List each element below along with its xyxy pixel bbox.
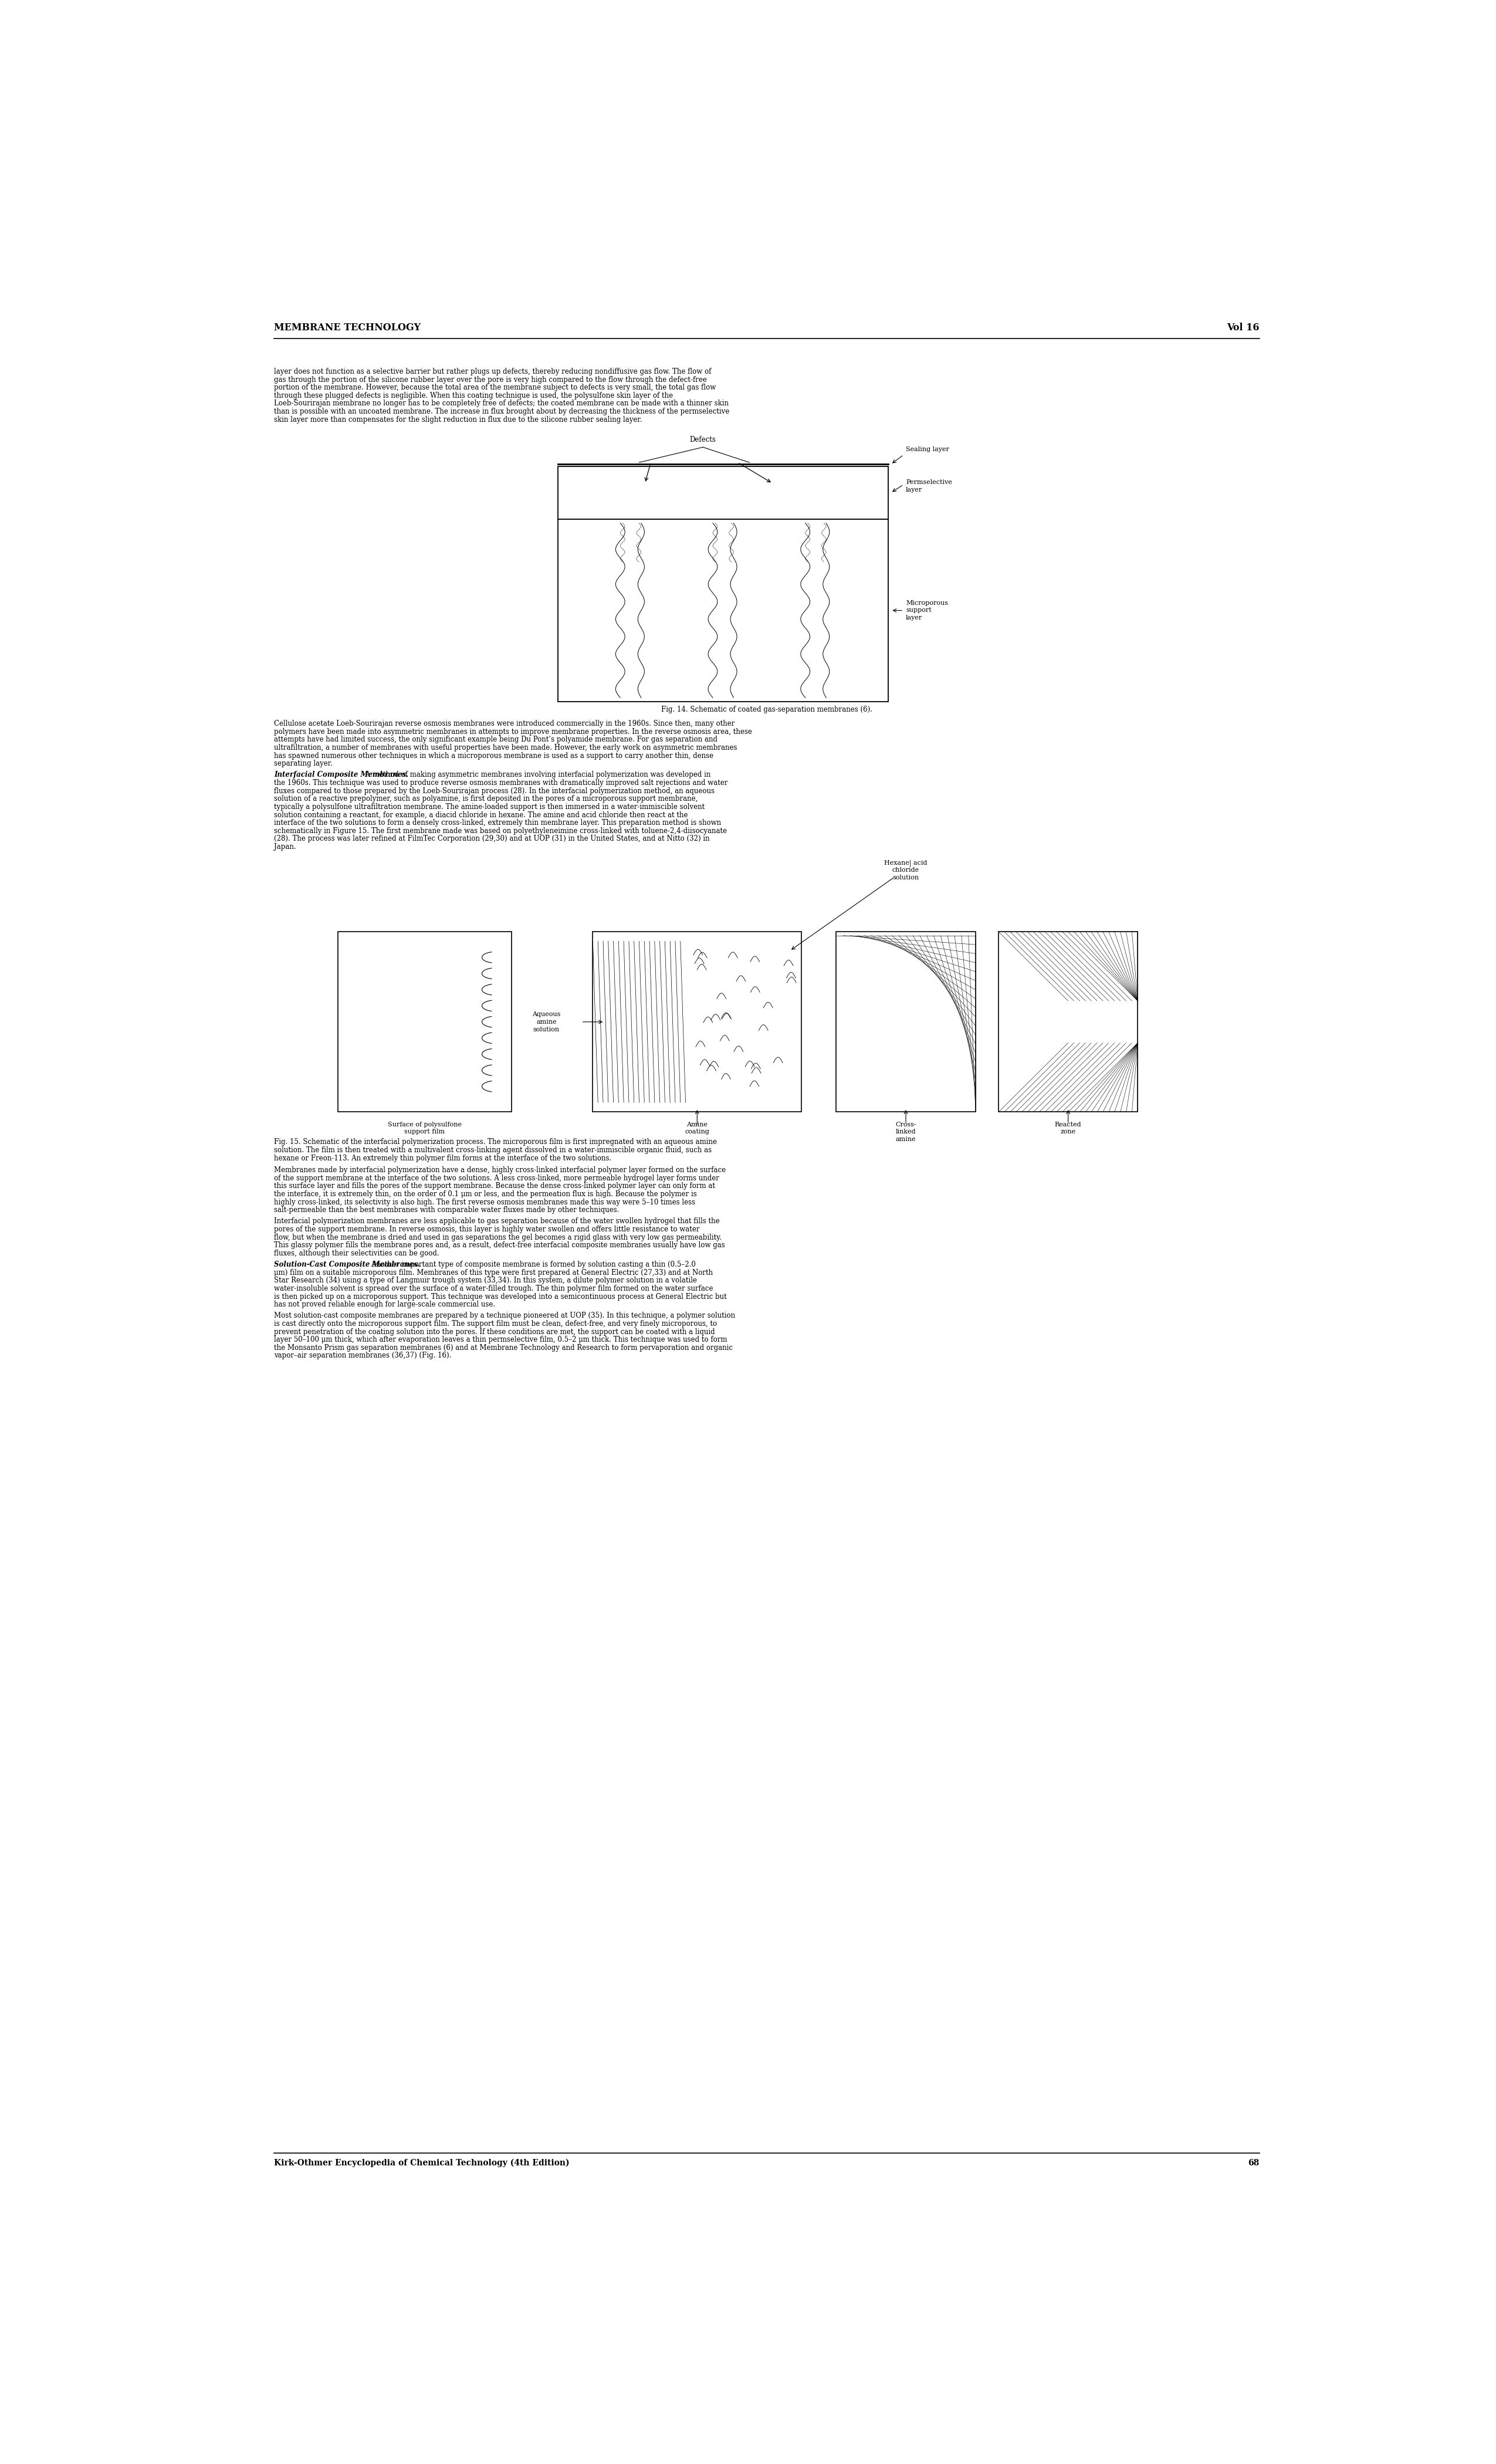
Text: support film: support film bbox=[404, 1129, 444, 1136]
Text: Reacted: Reacted bbox=[1055, 1121, 1082, 1129]
Text: layer 50–100 μm thick, which after evaporation leaves a thin permselective film,: layer 50–100 μm thick, which after evapo… bbox=[274, 1335, 727, 1343]
Text: Vol 16: Vol 16 bbox=[1227, 323, 1260, 333]
Text: interface of the two solutions to form a densely cross-linked, extremely thin me: interface of the two solutions to form a… bbox=[274, 818, 721, 828]
Text: schematically in Figure 15. The first membrane made was based on polyethyleneimi: schematically in Figure 15. The first me… bbox=[274, 828, 727, 835]
Text: This glassy polymer fills the membrane pores and, as a result, defect-free inter: This glassy polymer fills the membrane p… bbox=[274, 1242, 726, 1249]
Text: polymers have been made into asymmetric membranes in attempts to improve membran: polymers have been made into asymmetric … bbox=[274, 727, 752, 737]
Text: Most solution-cast composite membranes are prepared by a technique pioneered at : Most solution-cast composite membranes a… bbox=[274, 1311, 735, 1321]
Text: Membranes made by interfacial polymerization have a dense, highly cross-linked i: Membranes made by interfacial polymeriza… bbox=[274, 1165, 726, 1173]
Text: amine: amine bbox=[536, 1020, 557, 1025]
Text: solution. The film is then treated with a multivalent cross-linking agent dissol: solution. The film is then treated with … bbox=[274, 1146, 712, 1153]
Text: of the support membrane at the interface of the two solutions. A less cross-link: of the support membrane at the interface… bbox=[274, 1175, 720, 1183]
Text: solution of a reactive prepolymer, such as polyamine, is first deposited in the : solution of a reactive prepolymer, such … bbox=[274, 796, 697, 803]
Text: chloride: chloride bbox=[892, 867, 920, 872]
Text: prevent penetration of the coating solution into the pores. If these conditions : prevent penetration of the coating solut… bbox=[274, 1328, 715, 1335]
Text: fluxes, although their selectivities can be good.: fluxes, although their selectivities can… bbox=[274, 1249, 440, 1257]
Text: μm) film on a suitable microporous film. Membranes of this type were first prepa: μm) film on a suitable microporous film.… bbox=[274, 1269, 714, 1276]
Text: Amine: Amine bbox=[687, 1121, 708, 1129]
Text: Cross-: Cross- bbox=[895, 1121, 917, 1129]
Text: attempts have had limited success, the only significant example being Du Pont’s : attempts have had limited success, the o… bbox=[274, 737, 718, 744]
Text: Loeb-Sourirajan membrane no longer has to be completely free of defects; the coa: Loeb-Sourirajan membrane no longer has t… bbox=[274, 399, 729, 407]
Text: salt-permeable than the best membranes with comparable water fluxes made by othe: salt-permeable than the best membranes w… bbox=[274, 1207, 619, 1215]
Text: Surface of polysulfone: Surface of polysulfone bbox=[387, 1121, 462, 1129]
Text: water-insoluble solvent is spread over the surface of a water-filled trough. The: water-insoluble solvent is spread over t… bbox=[274, 1284, 714, 1294]
Text: Japan.: Japan. bbox=[274, 843, 296, 850]
Text: than is possible with an uncoated membrane. The increase in flux brought about b: than is possible with an uncoated membra… bbox=[274, 407, 730, 416]
Bar bbox=[558, 520, 889, 702]
Text: the Monsanto Prism gas separation membranes (6) and at Membrane Technology and R: the Monsanto Prism gas separation membra… bbox=[274, 1343, 733, 1353]
Text: linked: linked bbox=[896, 1129, 916, 1136]
Text: Hexane| acid: Hexane| acid bbox=[884, 860, 928, 867]
Text: zone: zone bbox=[1061, 1129, 1076, 1136]
Text: Defects: Defects bbox=[690, 436, 717, 444]
Text: is then picked up on a microporous support. This technique was developed into a : is then picked up on a microporous suppo… bbox=[274, 1294, 727, 1301]
Text: layer does not function as a selective barrier but rather plugs up defects, ther: layer does not function as a selective b… bbox=[274, 367, 711, 375]
Text: layer: layer bbox=[907, 488, 923, 493]
Text: highly cross-linked, its selectivity is also high. The first reverse osmosis mem: highly cross-linked, its selectivity is … bbox=[274, 1198, 696, 1205]
Text: portion of the membrane. However, because the total area of the membrane subject: portion of the membrane. However, becaus… bbox=[274, 384, 717, 392]
Text: the interface, it is extremely thin, on the order of 0.1 μm or less, and the per: the interface, it is extremely thin, on … bbox=[274, 1190, 697, 1198]
Text: solution: solution bbox=[893, 875, 919, 880]
Text: ultrafiltration, a number of membranes with useful properties have been made. Ho: ultrafiltration, a number of membranes w… bbox=[274, 744, 738, 752]
Text: Sealing layer: Sealing layer bbox=[907, 446, 948, 451]
Text: Star Research (34) using a type of Langmuir trough system (33,34). In this syste: Star Research (34) using a type of Langm… bbox=[274, 1276, 697, 1284]
Text: coating: coating bbox=[685, 1129, 709, 1136]
Bar bbox=[592, 931, 802, 1111]
Text: solution containing a reactant, for example, a diacid chloride in hexane. The am: solution containing a reactant, for exam… bbox=[274, 811, 688, 818]
Bar bbox=[836, 931, 975, 1111]
Text: Aqueous: Aqueous bbox=[533, 1010, 561, 1018]
Text: Fig. 14. Schematic of coated gas-separation membranes (6).: Fig. 14. Schematic of coated gas-separat… bbox=[661, 705, 872, 712]
Text: Interfacial Composite Membranes.: Interfacial Composite Membranes. bbox=[274, 771, 408, 779]
Text: vapor–air separation membranes (36,37) (Fig. 16).: vapor–air separation membranes (36,37) (… bbox=[274, 1353, 452, 1360]
Bar bbox=[558, 466, 889, 520]
Text: is cast directly onto the microporous support film. The support film must be cle: is cast directly onto the microporous su… bbox=[274, 1321, 717, 1328]
Text: through these plugged defects is negligible. When this coating technique is used: through these plugged defects is negligi… bbox=[274, 392, 673, 399]
Text: amine: amine bbox=[896, 1136, 916, 1143]
Text: A method of making asymmetric membranes involving interfacial polymerization was: A method of making asymmetric membranes … bbox=[364, 771, 711, 779]
Text: MEMBRANE TECHNOLOGY: MEMBRANE TECHNOLOGY bbox=[274, 323, 420, 333]
Text: Cellulose acetate Loeb-Sourirajan reverse osmosis membranes were introduced comm: Cellulose acetate Loeb-Sourirajan revers… bbox=[274, 719, 735, 727]
Text: (28). The process was later refined at FilmTec Corporation (29,30) and at UOP (3: (28). The process was later refined at F… bbox=[274, 835, 709, 843]
Text: hexane or Freon-113. An extremely thin polymer film forms at the interface of th: hexane or Freon-113. An extremely thin p… bbox=[274, 1153, 612, 1163]
Text: fluxes compared to those prepared by the Loeb-Sourirajan process (28). In the in: fluxes compared to those prepared by the… bbox=[274, 786, 715, 796]
Text: solution: solution bbox=[533, 1027, 560, 1032]
Text: Solution-Cast Composite Membranes.: Solution-Cast Composite Membranes. bbox=[274, 1262, 420, 1269]
Text: typically a polysulfone ultrafiltration membrane. The amine-loaded support is th: typically a polysulfone ultrafiltration … bbox=[274, 803, 705, 811]
Text: 68: 68 bbox=[1248, 2158, 1260, 2166]
Bar bbox=[999, 931, 1137, 1111]
Text: this surface layer and fills the pores of the support membrane. Because the dens: this surface layer and fills the pores o… bbox=[274, 1183, 715, 1190]
Text: flow, but when the membrane is dried and used in gas separations the gel becomes: flow, but when the membrane is dried and… bbox=[274, 1234, 721, 1242]
Bar bbox=[338, 931, 512, 1111]
Text: layer: layer bbox=[907, 616, 923, 621]
Text: separating layer.: separating layer. bbox=[274, 759, 332, 766]
Text: has spawned numerous other techniques in which a microporous membrane is used as: has spawned numerous other techniques in… bbox=[274, 752, 714, 759]
Text: support: support bbox=[907, 609, 932, 614]
Text: skin layer more than compensates for the slight reduction in flux due to the sil: skin layer more than compensates for the… bbox=[274, 416, 642, 424]
Text: Interfacial polymerization membranes are less applicable to gas separation becau: Interfacial polymerization membranes are… bbox=[274, 1217, 720, 1225]
Text: Another important type of composite membrane is formed by solution casting a thi: Another important type of composite memb… bbox=[370, 1262, 696, 1269]
Text: gas through the portion of the silicone rubber layer over the pore is very high : gas through the portion of the silicone … bbox=[274, 377, 706, 384]
Text: Fig. 15. Schematic of the interfacial polymerization process. The microporous fi: Fig. 15. Schematic of the interfacial po… bbox=[274, 1138, 717, 1146]
Text: has not proved reliable enough for large-scale commercial use.: has not proved reliable enough for large… bbox=[274, 1301, 495, 1308]
Text: Kirk-Othmer Encyclopedia of Chemical Technology (4th Edition): Kirk-Othmer Encyclopedia of Chemical Tec… bbox=[274, 2158, 570, 2168]
Text: Permselective: Permselective bbox=[907, 478, 951, 485]
Text: pores of the support membrane. In reverse osmosis, this layer is highly water sw: pores of the support membrane. In revers… bbox=[274, 1225, 700, 1232]
Text: the 1960s. This technique was used to produce reverse osmosis membranes with dra: the 1960s. This technique was used to pr… bbox=[274, 779, 727, 786]
Text: Microporous: Microporous bbox=[907, 599, 948, 606]
